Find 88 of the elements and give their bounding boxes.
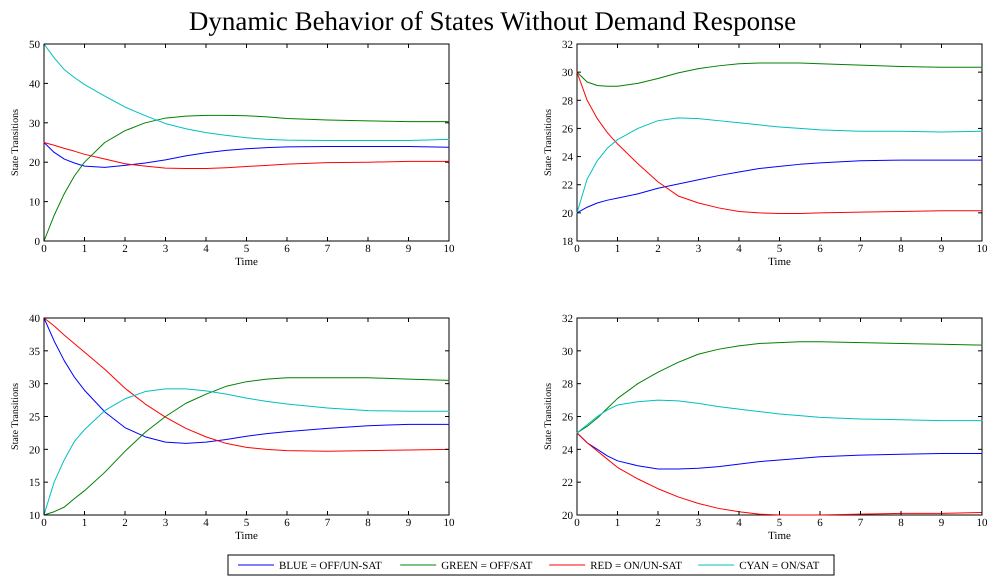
x-tick-label: 3: [162, 517, 169, 529]
line-series: [576, 400, 982, 434]
x-axis-title: Time: [768, 530, 792, 542]
y-tick-label: 32: [562, 39, 573, 51]
x-tick-label: 3: [696, 517, 702, 529]
legend-label: BLUE = OFF/UN-SAT: [279, 560, 382, 572]
x-tick-label: 10: [444, 243, 455, 255]
x-tick-label: 6: [284, 517, 290, 529]
x-tick-label: 2: [655, 517, 661, 529]
y-tick-label: 40: [29, 313, 40, 325]
x-tick-label: 5: [244, 243, 250, 255]
y-tick-label: 20: [29, 444, 40, 456]
x-tick-label: 7: [858, 243, 864, 255]
x-axis-title: Time: [235, 530, 258, 542]
y-tick-label: 30: [562, 67, 574, 80]
y-tick-label: 20: [562, 208, 574, 220]
line-series: [576, 117, 982, 214]
x-tick-label: 4: [203, 517, 210, 529]
x-tick-label: 3: [696, 243, 702, 255]
y-tick-label: 35: [29, 346, 40, 358]
x-tick-label: 7: [324, 243, 331, 255]
y-tick-label: 25: [29, 412, 40, 424]
y-tick-label: 30: [29, 378, 40, 391]
line-series: [44, 44, 450, 142]
x-axis-title: Time: [768, 256, 792, 268]
x-tick-label: 1: [614, 517, 620, 529]
x-tick-label: 6: [817, 243, 824, 255]
legend-label: GREEN = OFF/SAT: [441, 560, 533, 572]
line-series: [44, 114, 450, 242]
y-tick-label: 10: [29, 196, 40, 209]
x-tick-label: 9: [938, 517, 945, 529]
legend-label: CYAN = ON/SAT: [739, 560, 820, 572]
x-tick-label: 3: [162, 243, 169, 255]
line-series: [576, 160, 982, 214]
x-tick-label: 10: [444, 517, 455, 529]
x-tick-label: 9: [406, 243, 412, 255]
chart-title: Dynamic Behavior of States Without Demand Response: [188, 6, 796, 36]
x-tick-label: 1: [614, 243, 620, 255]
y-tick-label: 22: [562, 477, 573, 490]
x-tick-label: 2: [655, 243, 661, 255]
y-tick-label: 24: [562, 152, 574, 164]
y-tick-label: 50: [29, 39, 40, 51]
x-tick-label: 8: [898, 243, 904, 255]
x-tick-label: 8: [898, 517, 904, 529]
x-tick-label: 4: [203, 243, 210, 255]
y-tick-label: 18: [562, 236, 574, 248]
x-tick-label: 4: [736, 243, 742, 255]
line-series: [576, 432, 982, 516]
y-tick-label: 24: [562, 444, 574, 456]
y-axis-title: State Transitions: [10, 382, 21, 450]
x-tick-label: 9: [406, 517, 412, 529]
y-tick-label: 30: [562, 346, 574, 358]
x-tick-label: 8: [365, 243, 372, 255]
line-series: [576, 62, 982, 87]
x-tick-label: 7: [858, 517, 864, 529]
y-axis-title: State Transitions: [10, 108, 21, 176]
y-tick-label: 20: [562, 510, 574, 522]
x-tick-label: 6: [284, 243, 290, 255]
y-tick-label: 26: [562, 412, 574, 424]
y-tick-label: 20: [29, 157, 40, 170]
y-tick-label: 28: [562, 378, 574, 391]
y-tick-label: 28: [562, 95, 574, 108]
x-tick-label: 9: [938, 243, 945, 255]
x-tick-label: 1: [82, 517, 88, 529]
x-tick-label: 6: [817, 517, 824, 529]
y-tick-label: 22: [562, 180, 573, 192]
x-tick-label: 4: [736, 517, 742, 529]
y-tick-label: 15: [29, 477, 40, 490]
line-series: [576, 341, 982, 434]
x-axis-title: Time: [235, 256, 258, 268]
x-tick-label: 10: [976, 517, 987, 529]
y-axis-title: State Transitions: [543, 382, 554, 450]
x-tick-label: 1: [82, 243, 88, 255]
y-tick-label: 26: [562, 123, 574, 136]
x-tick-label: 8: [365, 517, 372, 529]
x-tick-label: 5: [776, 243, 783, 255]
x-tick-label: 5: [776, 517, 783, 529]
x-tick-label: 2: [122, 517, 128, 529]
x-tick-label: 2: [122, 243, 128, 255]
y-axis-title: State Transitions: [543, 108, 554, 176]
x-tick-label: 5: [244, 517, 250, 529]
line-series: [576, 72, 982, 214]
y-tick-label: 30: [29, 118, 40, 130]
y-tick-label: 40: [29, 78, 40, 90]
legend-label: RED = ON/UN-SAT: [590, 560, 682, 572]
x-tick-label: 10: [976, 243, 987, 255]
x-tick-label: 7: [324, 517, 331, 529]
y-tick-label: 32: [562, 313, 573, 325]
